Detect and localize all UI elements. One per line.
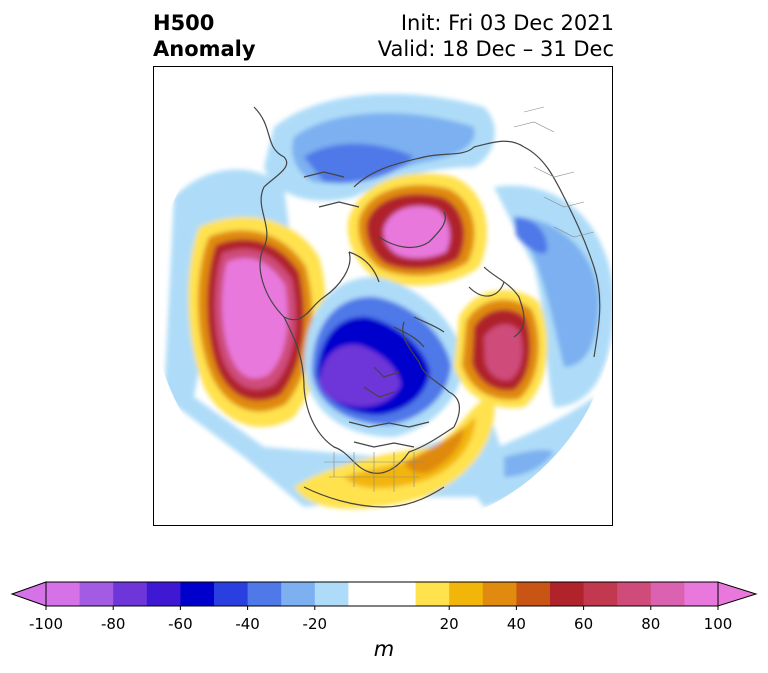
- colorbar-unit-label: m: [373, 637, 395, 661]
- colorbar-extend-max: [717, 581, 758, 607]
- colorbar-tick-label: 100: [703, 615, 733, 633]
- anomaly-south-atlantic-negative-core: [504, 449, 554, 477]
- coastlines: [253, 106, 601, 508]
- colorbar-extend-min: [10, 581, 47, 607]
- anomaly-atlantic-positive-core: [484, 324, 523, 381]
- anomaly-south-us-positive-core: [344, 417, 476, 489]
- colorbar-frame: [45, 581, 719, 607]
- colorbar-tick-label: -40: [235, 615, 260, 633]
- colorbar-svg: [10, 581, 758, 610]
- colorbar-bin: [180, 582, 215, 606]
- colorbar-tick-label: -20: [302, 615, 328, 633]
- colorbar-bin: [449, 582, 484, 606]
- colorbar-bin: [684, 582, 719, 606]
- colorbar-bin: [650, 582, 685, 606]
- colorbar-bin: [348, 582, 383, 606]
- colorbar-tick-label: 20: [439, 615, 459, 633]
- anomaly-pacific-positive-max: [222, 258, 288, 379]
- anomaly-east-us-positive-core: [404, 427, 464, 474]
- anomaly-north-america-negative-core: [319, 344, 401, 407]
- anomaly-south-atlantic-negative: [454, 397, 594, 507]
- colorbar-bin: [550, 582, 585, 606]
- colorbar-bin: [247, 582, 282, 606]
- colorbar-bin: [516, 582, 551, 606]
- map-title-left: H500 Anomaly: [153, 10, 256, 62]
- colorbar-bin: [281, 582, 316, 606]
- colorbar-tick-label: -80: [100, 615, 126, 633]
- polar-stereographic-map: [153, 66, 613, 526]
- colorbar-bin: [482, 582, 517, 606]
- anomaly-arctic-positive-max: [383, 206, 450, 259]
- anomaly-east-atlantic-negative-inner: [514, 217, 548, 254]
- title-type: Anomaly: [153, 37, 256, 61]
- title-variable: H500: [153, 11, 215, 35]
- colorbar-tick-label: 40: [506, 615, 526, 633]
- colorbar-tick-label: -100: [28, 615, 64, 633]
- colorbar-bin: [79, 582, 114, 606]
- colorbar-tick-label: -60: [168, 615, 193, 633]
- title-valid-range: Valid: 18 Dec – 31 Dec: [377, 37, 614, 61]
- colorbar-bin: [46, 582, 81, 606]
- colorbar-bin: [314, 582, 349, 606]
- colorbar-bin: [617, 582, 652, 606]
- colorbar-tick-label: 80: [641, 615, 661, 633]
- title-init-date: Init: Fri 03 Dec 2021: [400, 11, 614, 35]
- anomaly-map-svg: [164, 93, 612, 509]
- anomaly-east-atlantic-negative-core: [514, 217, 599, 367]
- political-borders: [324, 106, 595, 492]
- map-title-right: Init: Fri 03 Dec 2021 Valid: 18 Dec – 31…: [378, 10, 614, 62]
- colorbar-bin: [113, 582, 148, 606]
- colorbar-bin: [415, 582, 450, 606]
- colorbar-bin: [214, 582, 249, 606]
- colorbar-tick-label: 60: [574, 615, 594, 633]
- colorbar-bin: [382, 582, 417, 606]
- anomaly-south-us-positive: [294, 397, 495, 509]
- colorbar-bin: [146, 582, 181, 606]
- colorbar: m -100 -80 -60 -40 -20 20 40 60 80 100: [0, 575, 768, 673]
- colorbar-bin: [583, 582, 618, 606]
